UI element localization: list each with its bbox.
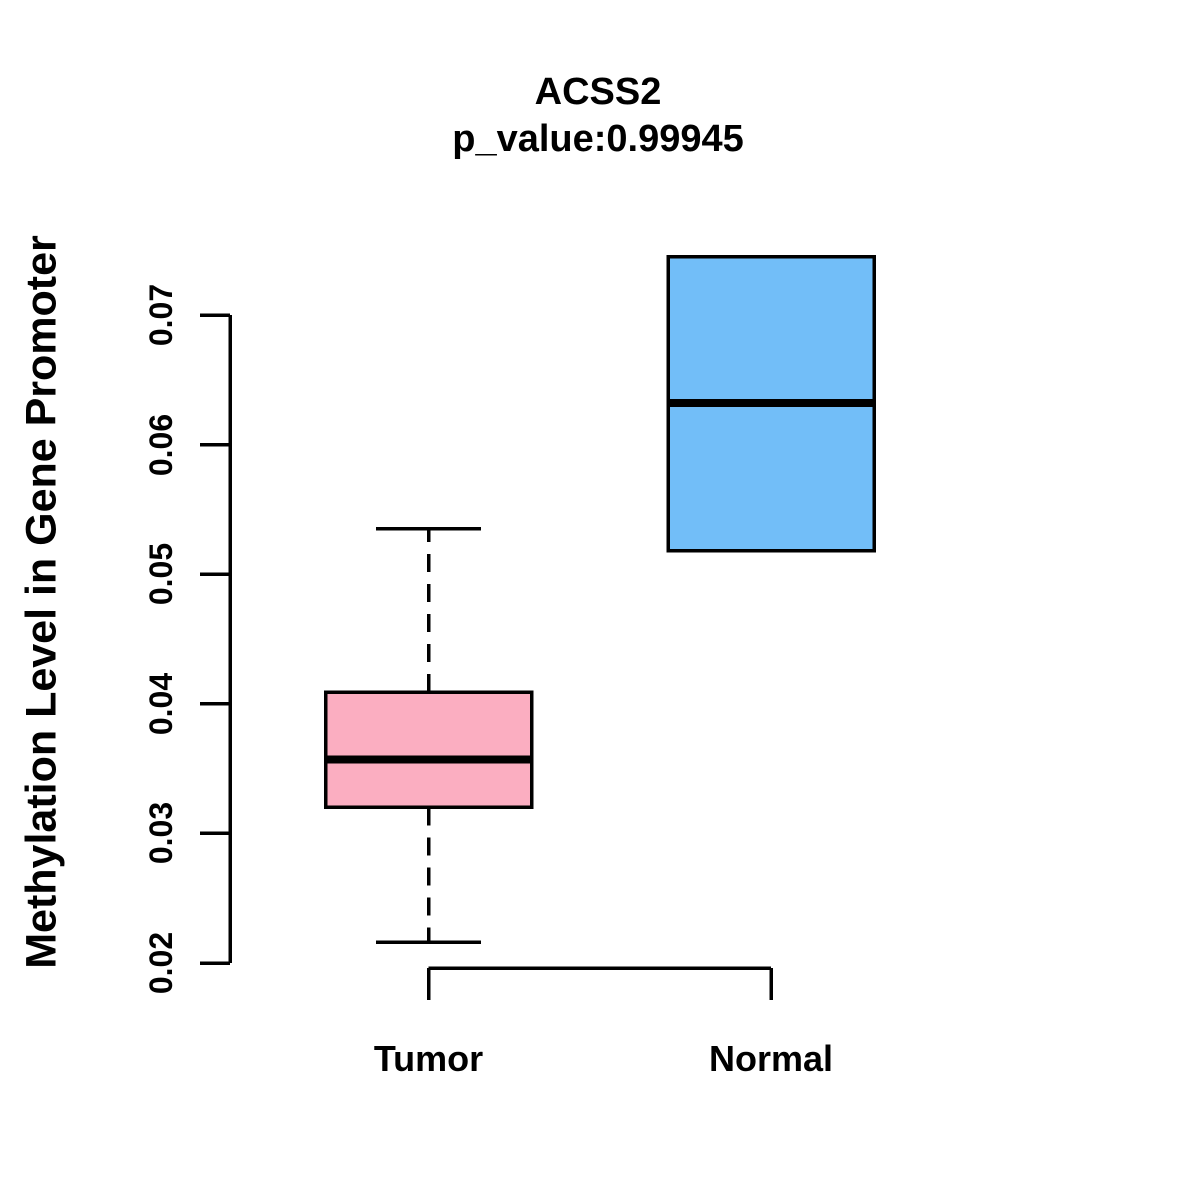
y-axis-title: Methylation Level in Gene Promoter xyxy=(17,235,66,969)
y-tick-label: 0.07 xyxy=(143,283,179,347)
x-category-label-tumor: Tumor xyxy=(373,1038,484,1079)
y-tick-label: 0.04 xyxy=(143,672,179,735)
chart-subtitle: p_value:0.99945 xyxy=(452,118,744,160)
chart-title: ACSS2 xyxy=(534,71,662,113)
y-tick-label: 0.06 xyxy=(143,413,179,476)
x-category-label-normal: Normal xyxy=(708,1038,834,1079)
y-tick-label: 0.02 xyxy=(143,931,179,995)
tumor-box xyxy=(323,690,534,810)
y-tick-label: 0.03 xyxy=(143,802,179,865)
y-tick-label: 0.05 xyxy=(143,543,179,606)
